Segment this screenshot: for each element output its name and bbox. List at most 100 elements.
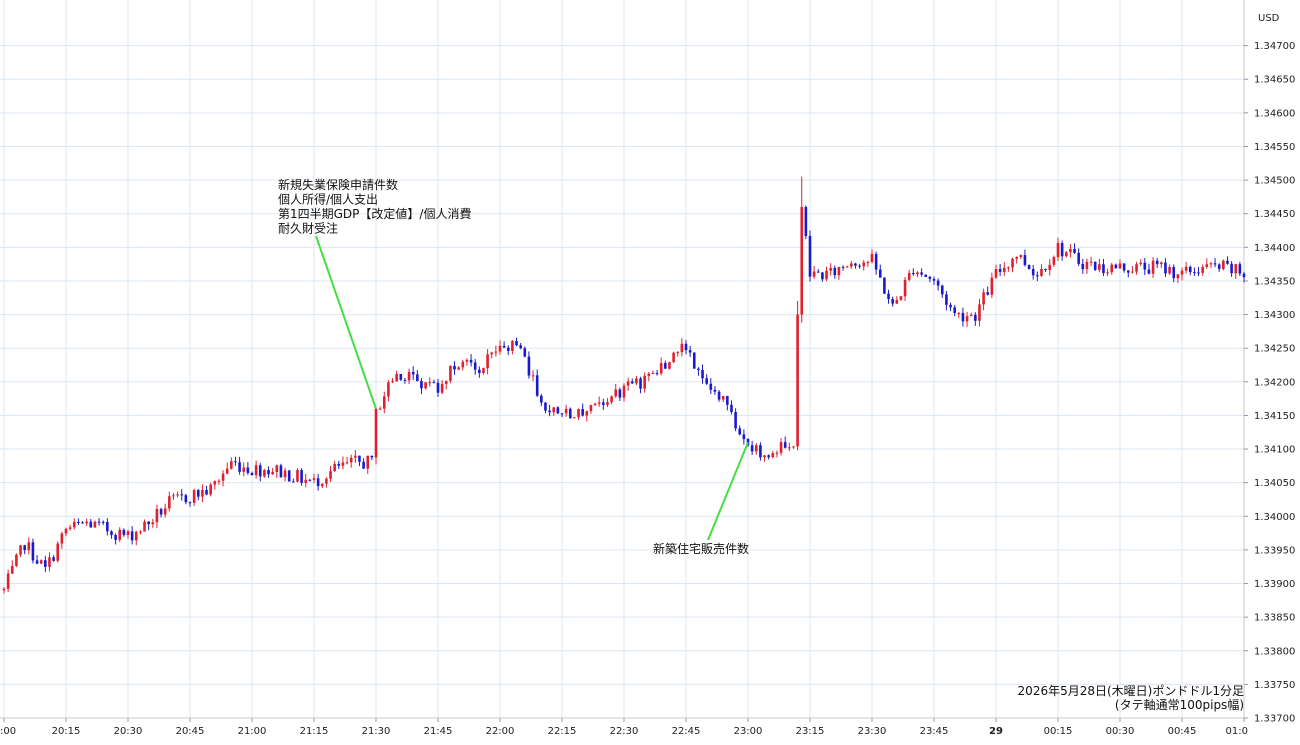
candle — [134, 530, 138, 546]
candle — [709, 378, 713, 395]
candle-body — [994, 269, 998, 278]
candle — [114, 533, 117, 545]
x-tick-label: 22:45 — [672, 726, 701, 737]
candle-body — [134, 531, 138, 541]
candle — [734, 408, 737, 432]
candle — [15, 553, 18, 568]
candle-body — [672, 352, 675, 363]
candle-body — [114, 535, 117, 540]
candle-body — [378, 408, 382, 410]
candle — [511, 340, 514, 355]
candle — [56, 541, 60, 563]
y-tick-label: 1.33900 — [1254, 579, 1295, 590]
candle-body — [907, 272, 911, 280]
candle-body — [593, 403, 597, 405]
candle — [1234, 263, 1238, 280]
candle-body — [341, 462, 345, 466]
candle — [585, 410, 589, 422]
candle — [1023, 249, 1027, 267]
candle-body — [93, 521, 97, 528]
candle-body — [258, 465, 262, 477]
candle-body — [72, 522, 76, 528]
candle — [312, 473, 316, 483]
candle-body — [701, 370, 704, 379]
x-tick-label: 22:30 — [610, 726, 639, 737]
candle-body — [486, 354, 489, 369]
candle-body — [1176, 274, 1180, 279]
candle — [907, 269, 911, 282]
candle-body — [221, 473, 225, 481]
candle — [1222, 259, 1225, 271]
candle-body — [1002, 267, 1006, 272]
candle-body — [651, 373, 655, 375]
annotation-text: 耐久財受注 — [278, 221, 338, 236]
candle-body — [469, 359, 473, 363]
candle-body — [403, 379, 407, 381]
candle — [978, 298, 981, 327]
candle — [924, 274, 928, 278]
y-tick-label: 1.33750 — [1254, 680, 1295, 691]
candle-body — [754, 445, 758, 452]
candle — [969, 312, 973, 317]
candle — [1093, 261, 1097, 272]
candle — [374, 406, 378, 465]
candle — [300, 468, 303, 486]
candle — [552, 406, 556, 416]
candle — [230, 457, 233, 470]
candle-body — [461, 361, 465, 368]
candle — [837, 266, 841, 280]
candle — [457, 366, 460, 371]
candle-body — [300, 470, 303, 483]
candle — [602, 398, 605, 410]
candle-body — [48, 557, 51, 567]
candle — [1007, 266, 1010, 272]
candle — [461, 359, 465, 371]
candle — [965, 311, 969, 327]
candle — [64, 527, 68, 537]
candle-body — [1044, 269, 1047, 271]
candle — [767, 454, 770, 460]
candle — [573, 417, 576, 419]
candle — [1064, 250, 1068, 258]
candle — [771, 451, 775, 459]
candle — [788, 442, 791, 452]
x-tick-label: 20:30 — [114, 726, 143, 737]
candle-body — [15, 554, 18, 566]
candle — [850, 260, 853, 269]
candle — [1230, 261, 1233, 277]
candle-body — [1015, 257, 1018, 259]
candle-body — [1230, 263, 1233, 274]
candle-body — [449, 365, 452, 381]
candle-body — [1222, 260, 1225, 269]
candle-body — [829, 267, 832, 271]
y-tick-label: 1.34550 — [1254, 142, 1295, 153]
candle — [692, 352, 696, 369]
y-tick-label: 1.34100 — [1254, 445, 1295, 456]
candle-body — [816, 271, 820, 273]
candle — [440, 380, 444, 395]
candle — [812, 265, 816, 279]
candle — [804, 205, 808, 240]
candle — [1102, 258, 1105, 277]
candle-body — [895, 299, 899, 304]
candle-body — [81, 522, 84, 524]
candle — [39, 559, 43, 564]
candle — [523, 346, 527, 358]
candle-body — [1205, 264, 1209, 268]
candle-body — [358, 455, 361, 462]
candle — [81, 521, 84, 524]
x-tick-label: 21:45 — [424, 726, 453, 737]
candle-body — [664, 363, 667, 369]
candle — [428, 377, 432, 387]
y-tick-label: 1.34700 — [1254, 41, 1295, 52]
candle-body — [192, 490, 196, 503]
candle — [783, 436, 787, 449]
candle — [887, 289, 890, 304]
candle — [821, 272, 824, 282]
x-tick-label: 20:15 — [52, 726, 81, 737]
candle-body — [556, 407, 560, 414]
candle — [833, 265, 837, 279]
candle — [283, 467, 287, 482]
candle-body — [705, 378, 708, 384]
candle-body — [730, 404, 733, 412]
